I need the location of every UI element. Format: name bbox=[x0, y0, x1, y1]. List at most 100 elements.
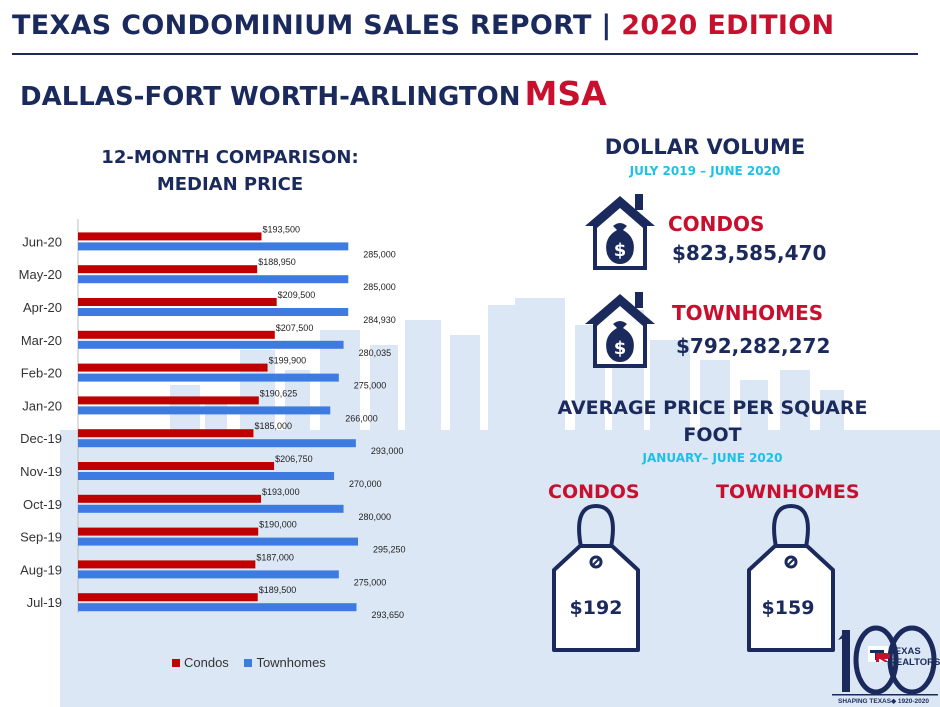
bar-data-label: 270,000 bbox=[349, 479, 382, 489]
chart-title-line-1: 12-MONTH COMPARISON: bbox=[101, 147, 359, 168]
logo-brand-text: TEXAS REALTORS bbox=[889, 646, 940, 668]
bar-data-label: 285,000 bbox=[363, 282, 396, 292]
median-price-bar-chart: Jun-20 $193,500 285,000 May-20 $188,950 285,0… bbox=[19, 219, 406, 620]
category-tick-label: Jul-19 bbox=[27, 595, 62, 610]
dollar-volume-title: DOLLAR VOLUME bbox=[604, 135, 806, 159]
bar-townhomes bbox=[78, 340, 344, 349]
house-money-icon: $ bbox=[585, 292, 655, 368]
legend-item-condos: Condos bbox=[172, 655, 229, 670]
price-per-sqft-title-line-2: FOOT bbox=[683, 424, 742, 446]
house-money-icon: $ bbox=[585, 194, 655, 270]
legend-item-townhomes: Townhomes bbox=[244, 655, 326, 670]
bar-townhomes bbox=[78, 603, 357, 612]
bar-data-label: $207,500 bbox=[276, 323, 314, 333]
townhomes-volume-value: $792,282,272 bbox=[676, 334, 831, 358]
region-title: DALLAS-FORT WORTH-ARLINGTON MSA bbox=[20, 74, 607, 113]
category-tick-label: Sep-19 bbox=[20, 530, 62, 545]
texas-realtors-100-logo bbox=[832, 625, 938, 696]
bar-townhomes bbox=[78, 373, 339, 382]
report-title-text: TEXAS CONDOMINIUM SALES REPORT bbox=[12, 10, 592, 41]
category-tick-label: Aug-19 bbox=[20, 562, 62, 577]
bar-condos bbox=[78, 429, 254, 438]
legend-label-townhomes: Townhomes bbox=[256, 655, 326, 670]
category-tick-label: Jan-20 bbox=[22, 398, 62, 413]
category-tick-label: Oct-19 bbox=[23, 497, 62, 512]
price-per-sqft-period: JANUARY– JUNE 2020 bbox=[642, 451, 783, 465]
price-per-sqft-title: AVERAGE PRICE PER SQUARE FOOT bbox=[540, 395, 885, 449]
category-tick-label: Nov-19 bbox=[20, 464, 62, 479]
bar-condos bbox=[78, 298, 277, 306]
price-tag-icon bbox=[747, 503, 835, 652]
bar-condos bbox=[78, 494, 262, 503]
bar-townhomes bbox=[78, 406, 331, 415]
bar-data-label: 275,000 bbox=[354, 381, 387, 391]
bar-townhomes bbox=[78, 308, 349, 316]
bar-townhomes bbox=[78, 439, 356, 448]
svg-text:$: $ bbox=[614, 240, 627, 261]
bar-townhomes bbox=[78, 275, 349, 284]
bar-data-label: $193,500 bbox=[263, 224, 301, 234]
bar-data-label: 284,930 bbox=[363, 315, 396, 325]
legend-label-condos: Condos bbox=[184, 655, 229, 670]
bar-data-label: $206,750 bbox=[275, 454, 313, 464]
chart-title: 12-MONTH COMPARISON: MEDIAN PRICE bbox=[80, 144, 380, 198]
edition-label: 2020 EDITION bbox=[621, 10, 835, 41]
header-divider bbox=[12, 53, 918, 55]
category-tick-label: Feb-20 bbox=[21, 366, 62, 381]
region-suffix: MSA bbox=[524, 74, 607, 113]
bar-townhomes bbox=[78, 537, 358, 546]
category-tick-label: Mar-20 bbox=[21, 333, 62, 348]
bar-data-label: $189,500 bbox=[259, 585, 297, 595]
bar-data-label: $190,000 bbox=[259, 520, 297, 530]
bar-townhomes bbox=[78, 472, 335, 480]
townhomes-volume-label: TOWNHOMES bbox=[672, 301, 824, 325]
logo-brand-line-1: TEXAS bbox=[889, 646, 921, 657]
bar-condos bbox=[78, 363, 268, 372]
bar-condos bbox=[78, 265, 258, 274]
category-tick-label: Apr-20 bbox=[23, 300, 62, 315]
bar-condos bbox=[78, 593, 258, 602]
bar-data-label: 280,000 bbox=[359, 512, 392, 522]
category-tick-label: Dec-19 bbox=[20, 431, 62, 446]
townhomes-sqft-price: $159 bbox=[761, 597, 815, 619]
bar-data-label: $199,900 bbox=[269, 356, 307, 366]
condos-volume-value: $823,585,470 bbox=[672, 241, 827, 265]
condos-sqft-price: $192 bbox=[569, 597, 623, 619]
bar-townhomes bbox=[78, 242, 349, 251]
bar-condos bbox=[78, 396, 259, 405]
legend-swatch-condos bbox=[172, 659, 180, 667]
svg-text:$: $ bbox=[614, 338, 627, 359]
logo-tagline: SHAPING TEXAS◆ 1920-2020 bbox=[838, 698, 929, 705]
bar-data-label: $209,500 bbox=[278, 290, 316, 300]
condos-sqft-label: CONDOS bbox=[548, 481, 640, 503]
bar-data-label: $185,000 bbox=[254, 421, 292, 431]
bar-data-label: 280,035 bbox=[359, 348, 392, 358]
bar-data-label: $188,950 bbox=[258, 257, 296, 267]
bar-data-label: 266,000 bbox=[345, 413, 378, 423]
bar-data-label: $187,000 bbox=[256, 552, 294, 562]
region-name: DALLAS-FORT WORTH-ARLINGTON bbox=[20, 82, 521, 112]
price-per-sqft-title-line-1: AVERAGE PRICE PER SQUARE bbox=[557, 397, 868, 419]
bar-data-label: 285,000 bbox=[363, 249, 396, 259]
price-tag-icon bbox=[552, 503, 640, 652]
bar-condos bbox=[78, 232, 262, 241]
bar-condos bbox=[78, 462, 275, 470]
bar-condos bbox=[78, 560, 256, 569]
bar-data-label: $190,625 bbox=[260, 388, 298, 398]
bar-data-label: $193,000 bbox=[262, 487, 300, 497]
category-tick-label: Jun-20 bbox=[22, 234, 62, 249]
report-title: TEXAS CONDOMINIUM SALES REPORT | 2020 ED… bbox=[12, 10, 834, 41]
bar-data-label: 293,650 bbox=[371, 610, 404, 620]
bar-townhomes bbox=[78, 504, 344, 513]
category-tick-label: May-20 bbox=[19, 267, 62, 282]
title-separator: | bbox=[591, 10, 622, 41]
chart-legend: Condos Townhomes bbox=[172, 655, 338, 670]
bar-condos bbox=[78, 330, 275, 339]
bar-condos bbox=[78, 527, 259, 536]
townhomes-sqft-label: TOWNHOMES bbox=[716, 481, 860, 503]
chart-title-line-2: MEDIAN PRICE bbox=[156, 174, 304, 195]
logo-brand-line-2: REALTORS bbox=[889, 657, 940, 668]
bar-data-label: 293,000 bbox=[371, 446, 404, 456]
bar-townhomes bbox=[78, 570, 339, 579]
legend-swatch-townhomes bbox=[244, 659, 253, 667]
